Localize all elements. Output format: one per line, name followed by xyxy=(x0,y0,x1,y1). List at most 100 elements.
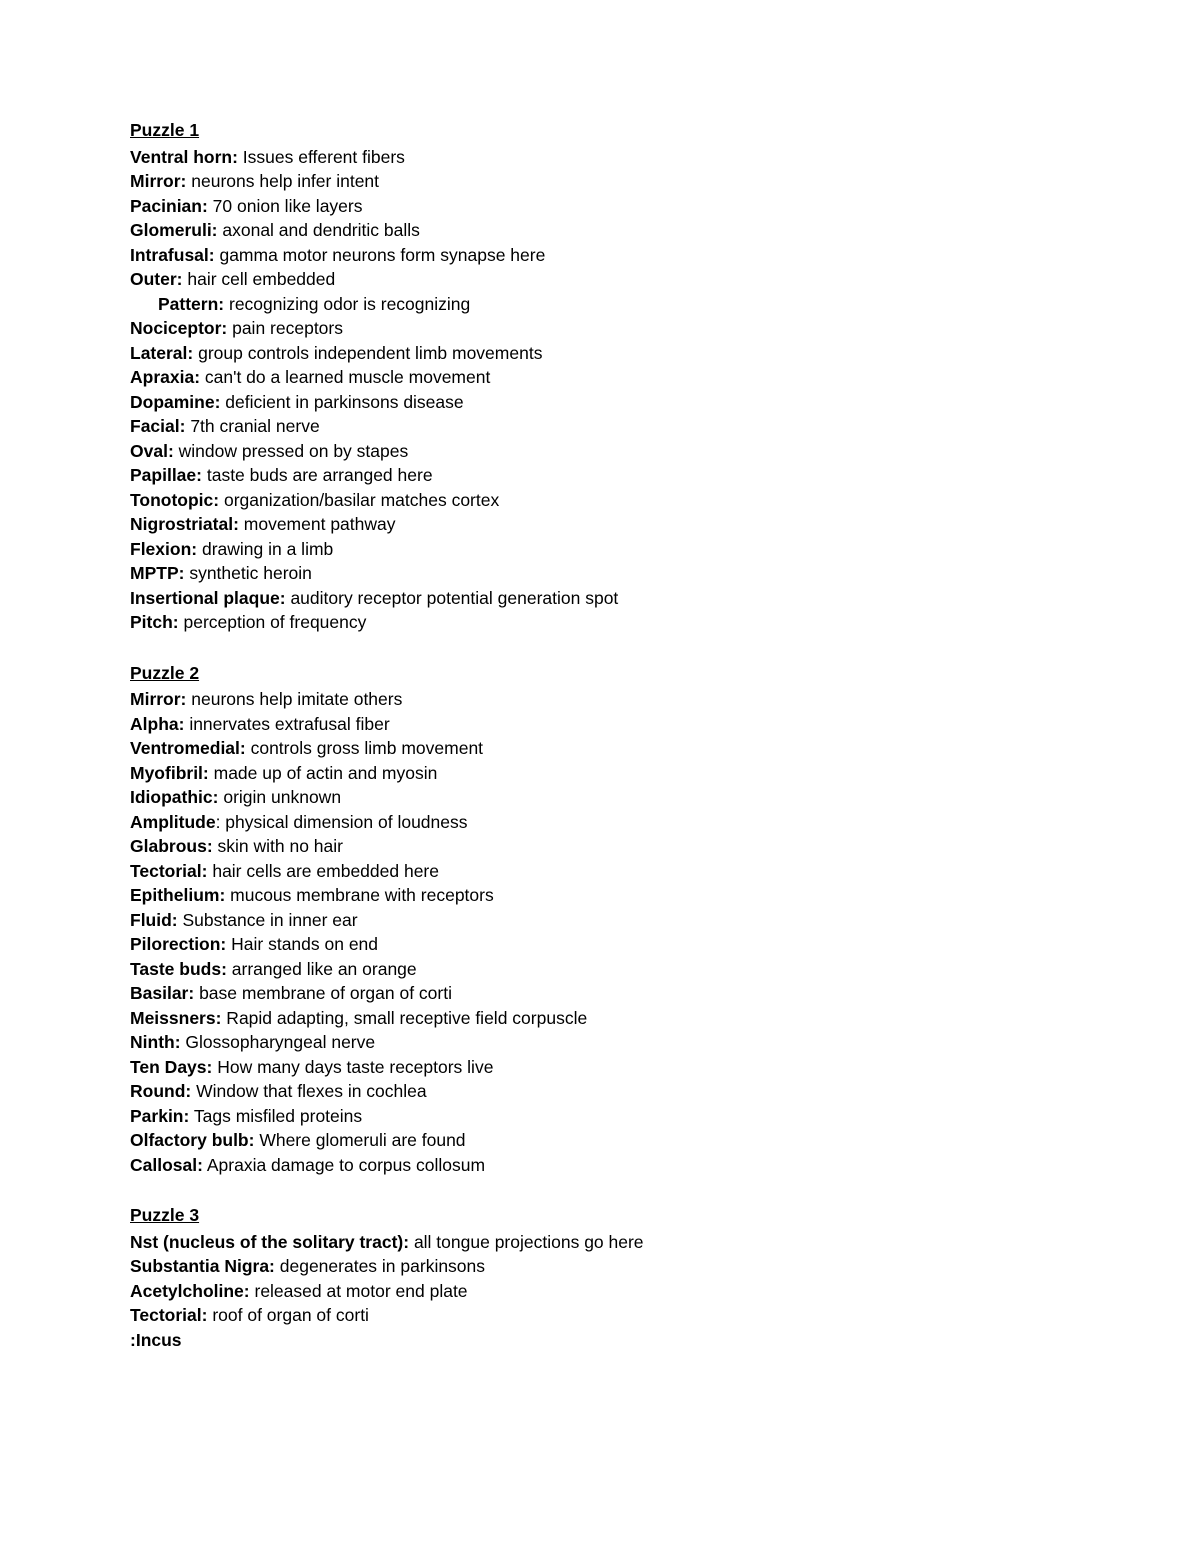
term-text: Myofibril: xyxy=(130,763,209,783)
definition-text: Window that flexes in cochlea xyxy=(191,1081,426,1101)
definition-text: window pressed on by stapes xyxy=(174,441,408,461)
definition-text: perception of frequency xyxy=(179,612,367,632)
definition-text: drawing in a limb xyxy=(197,539,333,559)
term-text: Outer: xyxy=(130,269,183,289)
term-text: Substantia Nigra: xyxy=(130,1256,275,1276)
term-text: Idiopathic: xyxy=(130,787,218,807)
term-text: Pitch: xyxy=(130,612,179,632)
term-text: Olfactory bulb: xyxy=(130,1130,254,1150)
definition-text: synthetic heroin xyxy=(184,563,311,583)
definition-text: Where glomeruli are found xyxy=(254,1130,465,1150)
definition-text: auditory receptor potential generation s… xyxy=(286,588,619,608)
definition-text: arranged like an orange xyxy=(227,959,417,979)
definition-text: made up of actin and myosin xyxy=(209,763,438,783)
definition-text: can't do a learned muscle movement xyxy=(200,367,490,387)
definition-text: Apraxia damage to corpus collosum xyxy=(203,1155,485,1175)
document-page: Puzzle 1Ventral horn: Issues efferent fi… xyxy=(0,0,1200,1438)
puzzle-block: Puzzle 1Ventral horn: Issues efferent fi… xyxy=(130,118,1070,635)
definition-entry: Amplitude: physical dimension of loudnes… xyxy=(130,810,1070,835)
definition-entry: Substantia Nigra: degenerates in parkins… xyxy=(130,1254,1070,1279)
definition-entry: Pacinian: 70 onion like layers xyxy=(130,194,1070,219)
term-text: Acetylcholine: xyxy=(130,1281,250,1301)
definition-entry: Alpha: innervates extrafusal fiber xyxy=(130,712,1070,737)
term-text: Apraxia: xyxy=(130,367,200,387)
definition-entry: Taste buds: arranged like an orange xyxy=(130,957,1070,982)
definition-text: neurons help imitate others xyxy=(186,689,402,709)
definition-entry: Idiopathic: origin unknown xyxy=(130,785,1070,810)
definition-text: roof of organ of corti xyxy=(207,1305,368,1325)
definition-entry: Myofibril: made up of actin and myosin xyxy=(130,761,1070,786)
definition-entry: Round: Window that flexes in cochlea xyxy=(130,1079,1070,1104)
definition-entry: Nociceptor: pain receptors xyxy=(130,316,1070,341)
definition-entry: Nst (nucleus of the solitary tract): all… xyxy=(130,1230,1070,1255)
definition-text: Tags misfiled proteins xyxy=(189,1106,362,1126)
puzzle-heading: Puzzle 3 xyxy=(130,1203,1070,1228)
definition-entry: Insertional plaque: auditory receptor po… xyxy=(130,586,1070,611)
definition-text: Hair stands on end xyxy=(226,934,378,954)
definition-entry: Ninth: Glossopharyngeal nerve xyxy=(130,1030,1070,1055)
definition-text: origin unknown xyxy=(218,787,341,807)
term-text: Pilorection: xyxy=(130,934,226,954)
definition-text: deficient in parkinsons disease xyxy=(220,392,463,412)
definition-entry: Pilorection: Hair stands on end xyxy=(130,932,1070,957)
definition-text: controls gross limb movement xyxy=(246,738,483,758)
definition-text: recognizing odor is recognizing xyxy=(224,294,470,314)
definition-entry: Olfactory bulb: Where glomeruli are foun… xyxy=(130,1128,1070,1153)
definition-text: all tongue projections go here xyxy=(409,1232,643,1252)
term-text: Parkin: xyxy=(130,1106,189,1126)
term-text: Tectorial: xyxy=(130,1305,207,1325)
definition-entry: Meissners: Rapid adapting, small recepti… xyxy=(130,1006,1070,1031)
definition-text: pain receptors xyxy=(227,318,343,338)
term-text: Nst (nucleus of the solitary tract): xyxy=(130,1232,409,1252)
definition-text: axonal and dendritic balls xyxy=(218,220,420,240)
definition-entry: Ventral horn: Issues efferent fibers xyxy=(130,145,1070,170)
definition-text: 70 onion like layers xyxy=(208,196,363,216)
definition-entry: Acetylcholine: released at motor end pla… xyxy=(130,1279,1070,1304)
definition-entry: Tonotopic: organization/basilar matches … xyxy=(130,488,1070,513)
definition-text: released at motor end plate xyxy=(250,1281,468,1301)
definition-text: skin with no hair xyxy=(213,836,343,856)
definition-entry: Tectorial: roof of organ of corti xyxy=(130,1303,1070,1328)
puzzle-heading: Puzzle 1 xyxy=(130,118,1070,143)
definition-entry: Basilar: base membrane of organ of corti xyxy=(130,981,1070,1006)
term-text: Mirror: xyxy=(130,689,186,709)
term-text: Ventral horn: xyxy=(130,147,238,167)
definition-text: innervates extrafusal fiber xyxy=(184,714,389,734)
term-text: Flexion: xyxy=(130,539,197,559)
definition-entry: Intrafusal: gamma motor neurons form syn… xyxy=(130,243,1070,268)
term-text: Mirror: xyxy=(130,171,186,191)
definition-entry: Outer: hair cell embedded xyxy=(130,267,1070,292)
term-text: Amplitude xyxy=(130,812,216,832)
definition-entry: Ventromedial: controls gross limb moveme… xyxy=(130,736,1070,761)
term-text: Tonotopic: xyxy=(130,490,219,510)
definition-entry: Callosal: Apraxia damage to corpus collo… xyxy=(130,1153,1070,1178)
definition-entry: Facial: 7th cranial nerve xyxy=(130,414,1070,439)
definition-entry: :Incus xyxy=(130,1328,1070,1353)
term-text: Round: xyxy=(130,1081,191,1101)
definition-text: 7th cranial nerve xyxy=(185,416,319,436)
term-text: Callosal: xyxy=(130,1155,203,1175)
definition-entry: Oval: window pressed on by stapes xyxy=(130,439,1070,464)
term-text: Ninth: xyxy=(130,1032,181,1052)
definition-entry: Papillae: taste buds are arranged here xyxy=(130,463,1070,488)
definition-text: organization/basilar matches cortex xyxy=(219,490,499,510)
term-text: Lateral: xyxy=(130,343,193,363)
term-text: Glomeruli: xyxy=(130,220,218,240)
term-text: Pattern: xyxy=(158,294,224,314)
term-text: Alpha: xyxy=(130,714,184,734)
definition-text: taste buds are arranged here xyxy=(202,465,433,485)
term-text: Papillae: xyxy=(130,465,202,485)
definition-text: How many days taste receptors live xyxy=(212,1057,493,1077)
definition-text: hair cell embedded xyxy=(183,269,336,289)
definition-entry: Pattern: recognizing odor is recognizing xyxy=(130,292,1070,317)
definition-text: base membrane of organ of corti xyxy=(194,983,452,1003)
definition-text: movement pathway xyxy=(239,514,396,534)
term-text: MPTP: xyxy=(130,563,184,583)
term-text: Basilar: xyxy=(130,983,194,1003)
definition-text: mucous membrane with receptors xyxy=(225,885,493,905)
term-text: Nociceptor: xyxy=(130,318,227,338)
definition-entry: Glomeruli: axonal and dendritic balls xyxy=(130,218,1070,243)
definition-text: Glossopharyngeal nerve xyxy=(181,1032,376,1052)
term-text: Fluid: xyxy=(130,910,178,930)
definition-entry: Apraxia: can't do a learned muscle movem… xyxy=(130,365,1070,390)
